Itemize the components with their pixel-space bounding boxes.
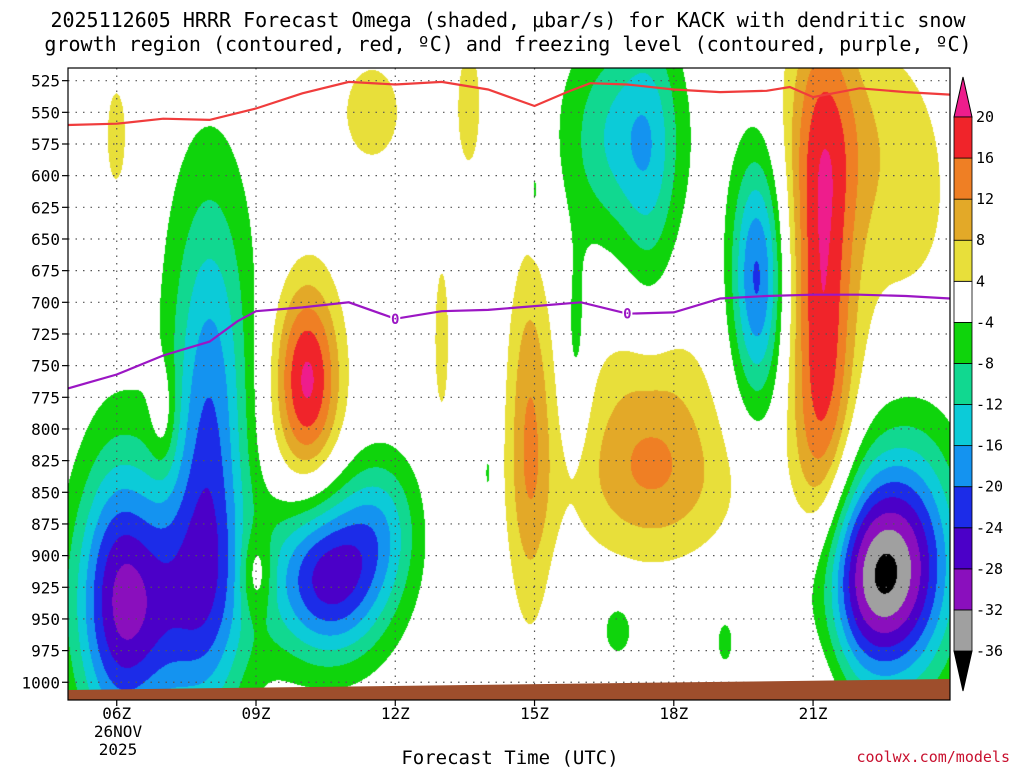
freezing-level-label: 0 [623,307,631,323]
colorbar-tick-label: -24 [976,519,1003,537]
x-tick-label: 06Z [102,704,131,723]
y-tick-label: 725 [31,325,60,344]
y-tick-label: 800 [31,420,60,439]
colorbar-tick-label: 16 [976,149,994,167]
colorbar-tick-label: -12 [976,396,1003,414]
x-tick-label: 12Z [381,704,410,723]
y-tick-label: 975 [31,642,60,661]
plot-frame [67,67,951,701]
x-tick-label: 21Z [799,704,828,723]
colorbar-swatch [953,198,973,241]
chart-title-line1: 2025112605 HRRR Forecast Omega (shaded, … [50,8,966,32]
date-label-year: 2025 [99,740,138,759]
colorbar-tick-label: -36 [976,642,1003,660]
colorbar-swatch [953,321,973,364]
x-tick-label: 18Z [659,704,688,723]
x-tick-label: 09Z [242,704,271,723]
y-tick-label: 875 [31,515,60,534]
y-tick-label: 550 [31,103,60,122]
chart-title-line2: growth region (contoured, red, ºC) and f… [44,32,971,56]
x-tick-label: 15Z [520,704,549,723]
colorbar-swatch [953,157,973,200]
colorbar-top-arrow [953,76,973,118]
y-tick-label: 900 [31,547,60,566]
colorbar-tick-label: -28 [976,560,1003,578]
y-tick-label: 850 [31,483,60,502]
colorbar-tick-label: 4 [976,272,985,290]
freezing-level-label: 0 [391,312,399,328]
colorbar-tick-label: -20 [976,478,1003,496]
colorbar-tick-label: 12 [976,190,994,208]
y-tick-label: 950 [31,610,60,629]
freezing-level-contour [67,293,951,390]
colorbar-swatch [953,239,973,282]
dendritic-growth-contour [67,80,951,127]
colorbar-swatch [953,116,973,159]
colorbar-tick-label: -32 [976,601,1003,619]
colorbar-swatch [953,280,973,323]
colorbar-tick-label: 8 [976,231,985,249]
colorbar-swatch [953,404,973,447]
freezing-level-label-bg [622,305,633,320]
freezing-level-label-bg [390,310,401,325]
y-tick-label: 700 [31,293,60,312]
colorbar-swatch [953,363,973,405]
colorbar-swatch [953,568,973,611]
x-axis: 06Z 09Z 12Z 15Z 18Z 21Z [102,700,828,723]
credit-text: coolwx.com/models [856,748,1010,766]
y-tick-label: 600 [31,167,60,186]
ground-terrain [68,679,950,700]
colorbar-swatch [953,609,973,652]
colorbar-tick-label: 20 [976,108,994,126]
x-axis-label: Forecast Time (UTC) [401,747,618,768]
y-axis: 525 550 575 600 625 650 675 700 725 750 775 800 825 8… [21,72,68,692]
colorbar-swatch [953,445,973,488]
colorbar-swatch [953,486,973,529]
y-tick-label: 675 [31,262,60,281]
y-tick-label: 650 [31,230,60,249]
y-tick-label: 750 [31,357,60,376]
y-tick-label: 525 [31,72,60,91]
y-tick-label: 825 [31,452,60,471]
gridlines [68,68,950,700]
y-tick-label: 925 [31,578,60,597]
y-tick-label: 575 [31,135,60,154]
colorbar-tick-label: -4 [976,313,994,331]
y-tick-label: 775 [31,388,60,407]
y-tick-label: 1000 [21,673,60,692]
y-tick-label: 625 [31,198,60,217]
omega-shaded-field [68,68,950,700]
colorbar-tick-label: -8 [976,354,994,372]
colorbar-bottom-arrow [953,650,973,692]
colorbar: -36 -32 -28 -24 -20 -16 -12 -8 -4 4 8 12 16 20 [953,76,1003,692]
date-label-day: 26NOV [94,722,143,741]
colorbar-swatch [953,527,973,570]
colorbar-tick-label: -16 [976,437,1003,455]
